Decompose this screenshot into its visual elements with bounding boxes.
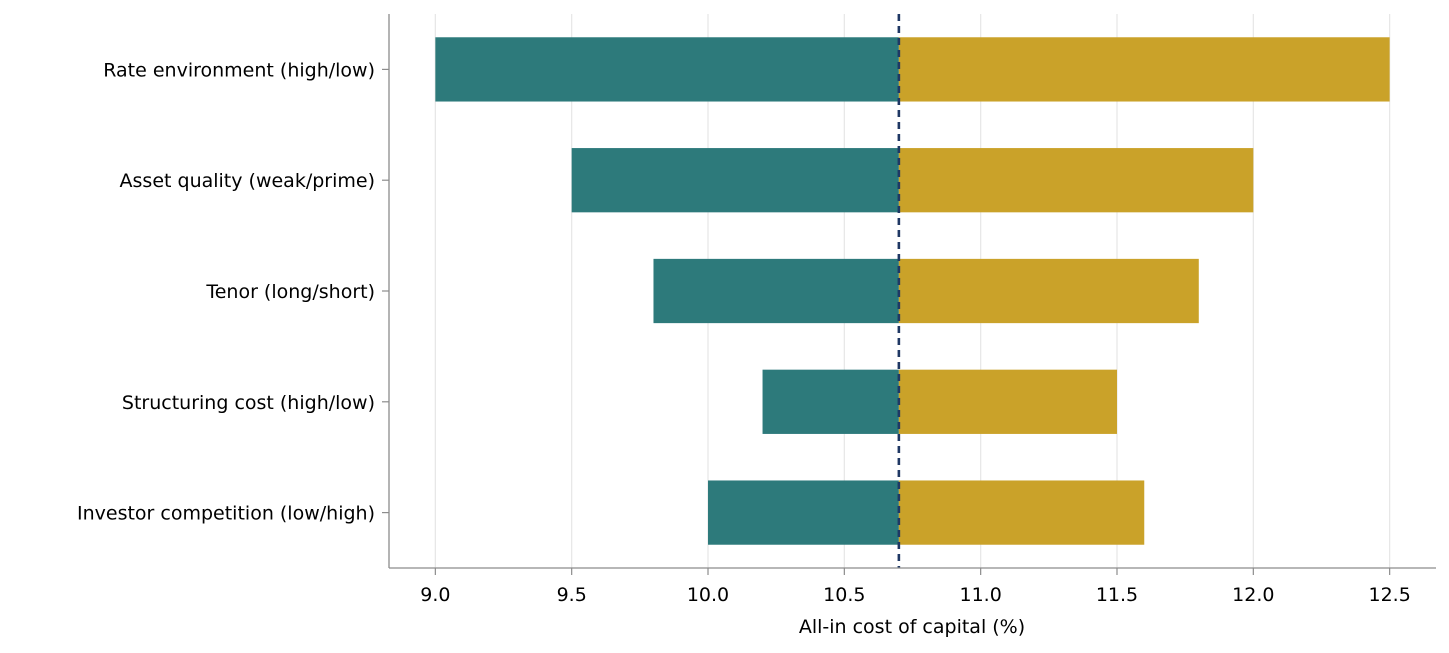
x-tick-labels: 9.0 9.5 10.0 10.5 11.0 11.5 12.0 12.5 [420,568,1411,606]
x-tick-label: 12.5 [1368,584,1410,606]
bar-high [898,37,1390,102]
category-label: Investor competition (low/high) [77,503,375,525]
x-tick-label: 11.5 [1096,584,1138,606]
x-tick-label: 10.5 [823,584,865,606]
bar-high [898,258,1199,324]
category-label: Rate environment (high/low) [103,59,375,81]
category-label: Tenor (long/short) [205,281,375,303]
x-tick-label: 11.0 [960,584,1002,606]
bar-high [898,148,1254,213]
x-tick-label: 10.0 [687,584,729,606]
bar-low [571,148,899,213]
x-tick-label: 9.0 [420,584,450,606]
x-tick-label: 12.0 [1232,584,1274,606]
x-tick-label: 9.5 [557,584,587,606]
bar-low [653,258,899,324]
bar-high [898,480,1145,545]
category-label: Asset quality (weak/prime) [120,170,375,192]
bars [435,37,1390,545]
bar-low [435,37,899,102]
x-axis-label: All-in cost of capital (%) [799,616,1025,638]
bar-high [898,369,1117,434]
bar-low [762,369,899,434]
category-label: Structuring cost (high/low) [122,392,375,414]
bar-low [708,480,899,545]
category-labels: Rate environment (high/low) Asset quality… [77,59,389,525]
